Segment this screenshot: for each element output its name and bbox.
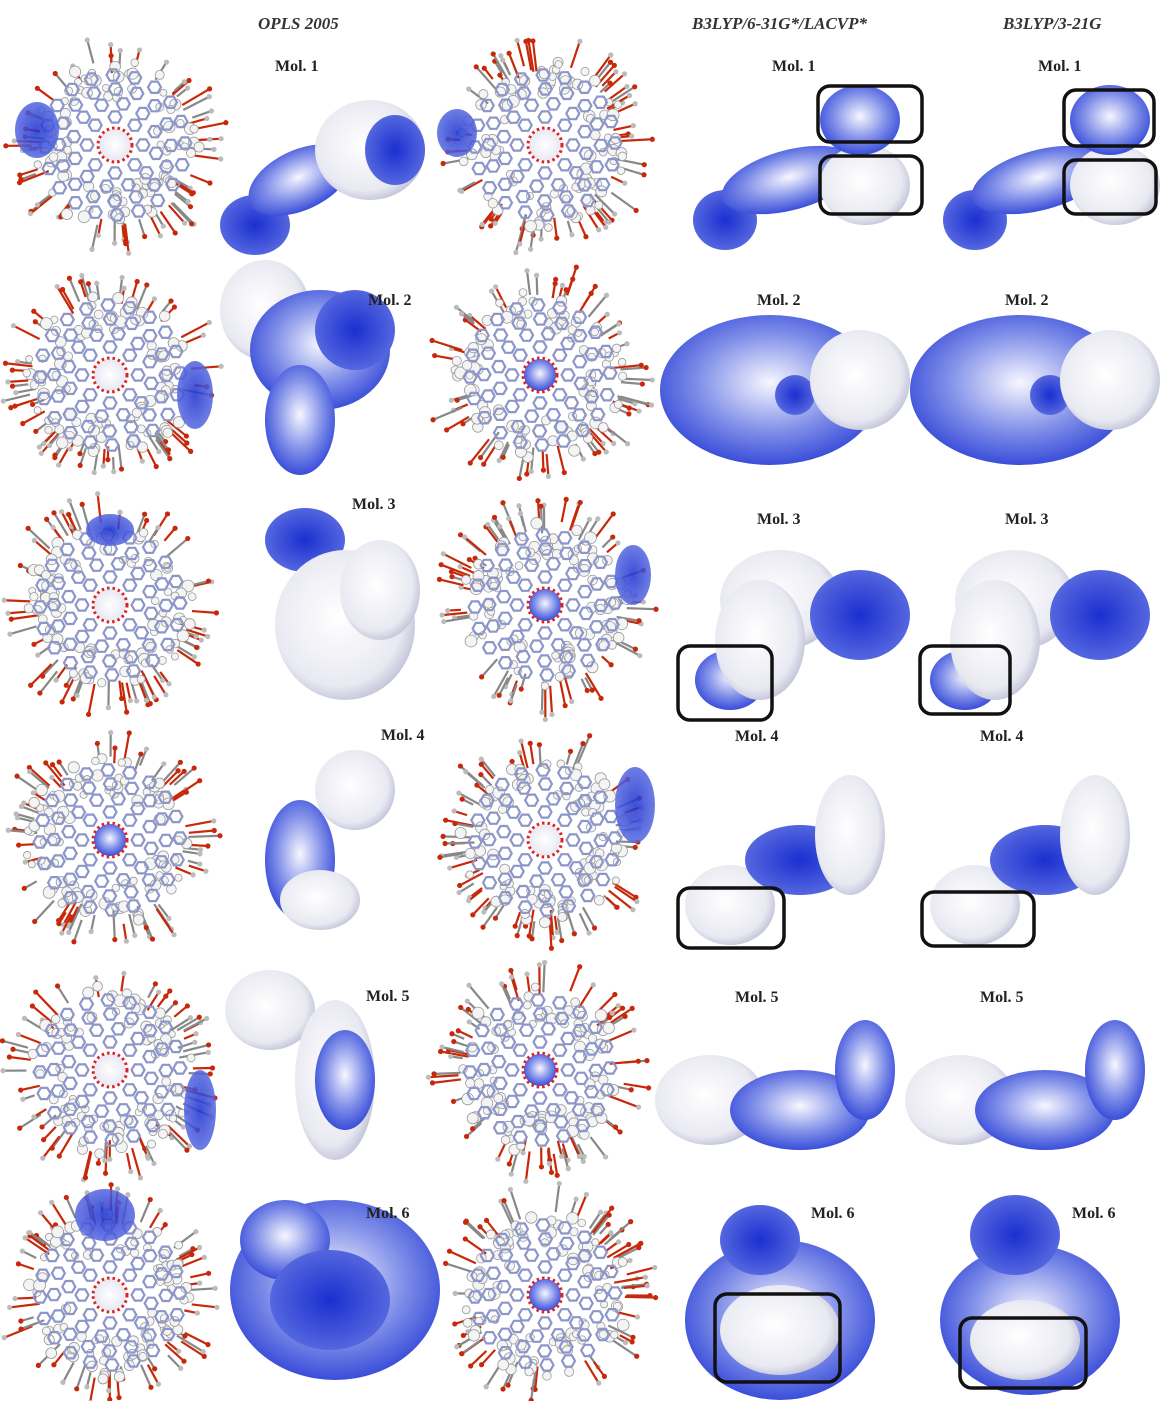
mol-label-opls: Mol. 4 (381, 727, 425, 744)
highlight-box (816, 84, 924, 144)
esp-surface (905, 1020, 1145, 1150)
mol-label-631g: Mol. 4 (735, 728, 779, 745)
mol-label-631g: Mol. 3 (757, 511, 801, 528)
header-opls: OPLS 2005 (258, 14, 339, 33)
esp-surface (940, 1195, 1120, 1395)
highlight-box (920, 890, 1036, 948)
cyclodextrin-complex (5, 730, 223, 945)
highlight-box (958, 1316, 1088, 1390)
mol-label-321g: Mol. 3 (1005, 511, 1049, 528)
highlight-box (676, 886, 786, 950)
esp-surface (930, 775, 1130, 945)
esp-surface (693, 85, 910, 250)
header-b3lyp-631g: B3LYP/6-31G*/LACVP* (692, 14, 868, 33)
cyclodextrin-complex (1, 1182, 220, 1401)
esp-surface (910, 315, 1160, 465)
cyclodextrin-complex (3, 37, 229, 256)
cyclodextrin-complex (429, 264, 655, 482)
cyclodextrin-complex (0, 273, 224, 476)
esp-surface (930, 550, 1150, 710)
highlight-box (818, 154, 924, 216)
esp-surface (695, 550, 910, 710)
esp-surface (685, 1205, 875, 1400)
highlight-box (676, 644, 774, 722)
cyclodextrin-complex (1, 491, 220, 717)
mol-label-opls: Mol. 2 (368, 292, 412, 309)
esp-surface (655, 1020, 895, 1150)
cyclodextrin-complex (443, 1180, 659, 1401)
mol-label-321g: Mol. 1 (1038, 58, 1082, 75)
mol-label-321g: Mol. 5 (980, 989, 1024, 1006)
highlight-box (1062, 158, 1158, 216)
esp-surface (943, 85, 1160, 250)
esp-surface (685, 775, 885, 945)
mol-label-631g: Mol. 6 (811, 1205, 855, 1222)
mol-label-321g: Mol. 2 (1005, 292, 1049, 309)
esp-surface (265, 750, 395, 930)
header-b3lyp-321g: B3LYP/3-21G (1003, 14, 1102, 33)
mol-label-631g: Mol. 2 (757, 292, 801, 309)
mol-label-opls: Mol. 3 (352, 496, 396, 513)
esp-surface (660, 315, 910, 465)
esp-surface (220, 260, 395, 475)
mol-label-321g: Mol. 4 (980, 728, 1024, 745)
highlight-box (918, 644, 1012, 716)
esp-surface (265, 508, 420, 700)
highlight-box (713, 1292, 842, 1384)
esp-surface (230, 1200, 440, 1380)
highlight-box (1062, 88, 1156, 148)
cyclodextrin-complex (0, 970, 218, 1183)
mol-label-opls: Mol. 5 (366, 988, 410, 1005)
mol-label-631g: Mol. 1 (772, 58, 816, 75)
cyclodextrin-complex (437, 733, 655, 951)
esp-surface (220, 100, 425, 255)
cyclodextrin-complex (437, 37, 655, 256)
mol-label-opls: Mol. 1 (275, 58, 319, 75)
mol-label-631g: Mol. 5 (735, 989, 779, 1006)
mol-label-321g: Mol. 6 (1072, 1205, 1116, 1222)
cyclodextrin-complex (425, 959, 652, 1184)
cyclodextrin-complex (436, 496, 659, 723)
esp-surface (225, 970, 375, 1160)
mol-label-opls: Mol. 6 (366, 1205, 410, 1222)
